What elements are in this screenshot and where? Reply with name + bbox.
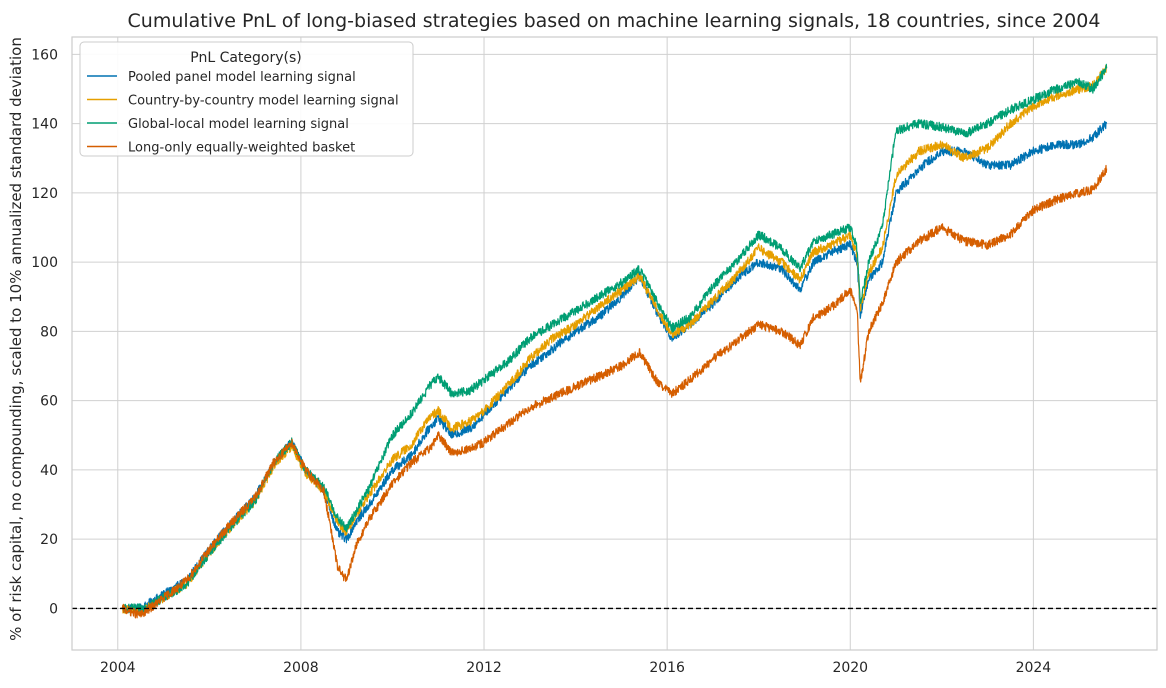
y-tick-label: 20	[40, 532, 58, 548]
plot-border	[71, 36, 1158, 651]
x-tick-label: 2008	[283, 660, 319, 676]
chart-title: Cumulative PnL of long-biased strategies…	[128, 10, 1101, 32]
x-tick-label: 2024	[1016, 660, 1052, 676]
legend-title: PnL Category(s)	[190, 50, 302, 66]
series-line-4	[121, 164, 1108, 619]
y-tick-label: 0	[49, 601, 58, 617]
legend-box	[79, 41, 414, 157]
legend-label: Pooled panel model learning signal	[128, 70, 356, 85]
y-axis-ticks: 0 20 40 60 80 100 120 140 160	[31, 47, 58, 617]
x-axis-ticks: 2004 2008 2012 2016 2020 2024	[100, 660, 1051, 676]
x-tick-label: 2020	[832, 660, 868, 676]
legend: PnL Category(s) Pooled panel model learn…	[79, 41, 414, 157]
legend-items: Pooled panel model learning signal Countr…	[87, 70, 399, 156]
legend-label: Long-only equally-weighted basket	[128, 141, 355, 156]
legend-label: Country-by-country model learning signal	[128, 94, 399, 109]
y-tick-label: 40	[40, 463, 58, 479]
y-tick-label: 120	[31, 186, 58, 202]
x-tick-label: 2016	[649, 660, 685, 676]
y-tick-label: 160	[31, 47, 58, 63]
y-tick-label: 60	[40, 394, 58, 410]
series-layer	[121, 63, 1108, 619]
legend-label: Global-local model learning signal	[128, 117, 349, 132]
y-tick-label: 80	[40, 324, 58, 340]
plot-frame	[71, 36, 1158, 651]
x-tick-label: 2012	[466, 660, 502, 676]
y-tick-label: 100	[31, 255, 58, 271]
x-tick-label: 2004	[100, 660, 136, 676]
y-tick-label: 140	[31, 117, 58, 133]
y-axis-label: % of risk capital, no compounding, scale…	[7, 37, 25, 641]
